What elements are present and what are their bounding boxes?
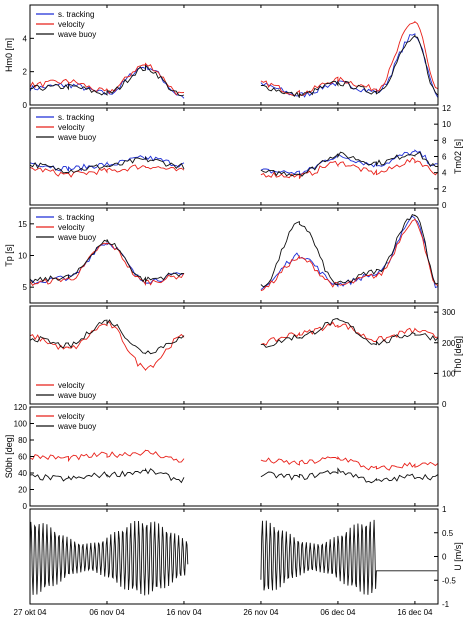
legend-label-tp-0: s. tracking: [58, 213, 94, 222]
legend-label-hm0-2: wave buoy: [57, 30, 96, 39]
legend-label-th0-0: velocity: [58, 381, 85, 390]
axes-frame-tm02: [29, 107, 439, 206]
series-line-hm0-2: [29, 34, 439, 98]
legend-label-s0bh-0: velocity: [58, 412, 85, 421]
axes-frame-hm0: [29, 4, 439, 106]
ytick-label-u-1: -0.5: [442, 576, 456, 585]
ytick-label-hm0-0: 0: [23, 101, 28, 110]
ylabel-s0bh: S0bh [deg]: [4, 435, 14, 479]
series-line-tm02-2: [29, 151, 439, 177]
legend-label-tp-2: wave buoy: [57, 233, 96, 242]
ytick-label-tm02-1: 2: [442, 185, 447, 194]
series-line-th0-1: [29, 318, 439, 355]
ytick-label-th0-1: 100: [442, 369, 456, 378]
ytick-label-s0bh-6: 120: [14, 403, 28, 412]
ytick-label-u-2: 0: [442, 553, 447, 562]
ylabel-th0: Th0 [deg]: [453, 336, 463, 374]
series-line-s0bh-0: [29, 449, 439, 471]
ytick-label-tm02-6: 12: [442, 104, 451, 113]
ylabel-hm0: Hm0 [m]: [4, 38, 14, 72]
ytick-label-tm02-0: 0: [442, 201, 447, 210]
ytick-label-tm02-2: 4: [442, 169, 447, 178]
ytick-label-hm0-2: 4: [23, 34, 28, 43]
ytick-label-th0-2: 200: [442, 339, 456, 348]
ytick-label-tp-1: 10: [18, 252, 27, 261]
xtick-label-4: 06 dec 04: [320, 608, 356, 617]
series-line-th0-0: [29, 321, 439, 372]
series-line-tp-0: [29, 215, 439, 290]
ytick-label-u-3: 0.5: [442, 529, 454, 538]
series-line-tp-2: [29, 214, 439, 288]
ytick-label-s0bh-5: 100: [14, 420, 28, 429]
ytick-label-s0bh-3: 60: [18, 453, 27, 462]
legend-label-tm02-0: s. tracking: [58, 113, 94, 122]
ytick-label-s0bh-1: 20: [18, 486, 27, 495]
ytick-label-hm0-1: 2: [23, 68, 28, 77]
ytick-label-tm02-4: 8: [442, 136, 447, 145]
ytick-label-s0bh-2: 40: [18, 469, 27, 478]
ytick-label-u-0: -1: [442, 600, 450, 609]
legend-label-hm0-1: velocity: [58, 20, 85, 29]
ytick-label-s0bh-4: 80: [18, 436, 27, 445]
series-line-u-0: [29, 519, 438, 596]
xtick-label-5: 16 dec 04: [397, 608, 433, 617]
panel-u: -1 -0.5 0 0.5 1 U [m/s]: [29, 505, 463, 609]
ytick-label-s0bh-0: 0: [23, 502, 28, 511]
panel-tm02: 0 2 4 6 8 10 12 Tm02 [s] s. trackingvelocitywave…: [29, 104, 463, 210]
ytick-label-th0-3: 300: [442, 308, 456, 317]
xtick-label-2: 16 nov 04: [166, 608, 202, 617]
xtick-label-3: 26 nov 04: [243, 608, 279, 617]
ytick-label-tp-0: 5: [23, 283, 28, 292]
ylabel-u: U [m/s]: [453, 542, 463, 571]
legend-label-s0bh-1: wave buoy: [57, 422, 96, 431]
legend-label-hm0-0: s. tracking: [58, 10, 94, 19]
axes-frame-u: [29, 508, 439, 605]
xtick-label-1: 06 nov 04: [89, 608, 125, 617]
axes-frame-th0: [29, 305, 439, 405]
series-line-hm0-1: [29, 20, 439, 97]
ytick-label-tm02-3: 6: [442, 153, 447, 162]
ytick-label-th0-0: 0: [442, 400, 447, 409]
legend-label-tp-1: velocity: [58, 223, 85, 232]
ylabel-tp: Tp [s]: [4, 244, 14, 267]
legend-label-tm02-1: velocity: [58, 123, 85, 132]
ytick-label-tm02-5: 10: [442, 120, 451, 129]
ytick-label-u-4: 1: [442, 505, 447, 514]
series-line-tm02-1: [29, 157, 439, 179]
ytick-label-tp-2: 15: [18, 220, 27, 229]
legend-label-th0-1: wave buoy: [57, 391, 96, 400]
ylabel-tm02: Tm02 [s]: [453, 139, 463, 174]
xtick-label-0: 27 okt 04: [14, 608, 47, 617]
series-line-s0bh-1: [29, 467, 439, 484]
legend-label-tm02-2: wave buoy: [57, 133, 96, 142]
